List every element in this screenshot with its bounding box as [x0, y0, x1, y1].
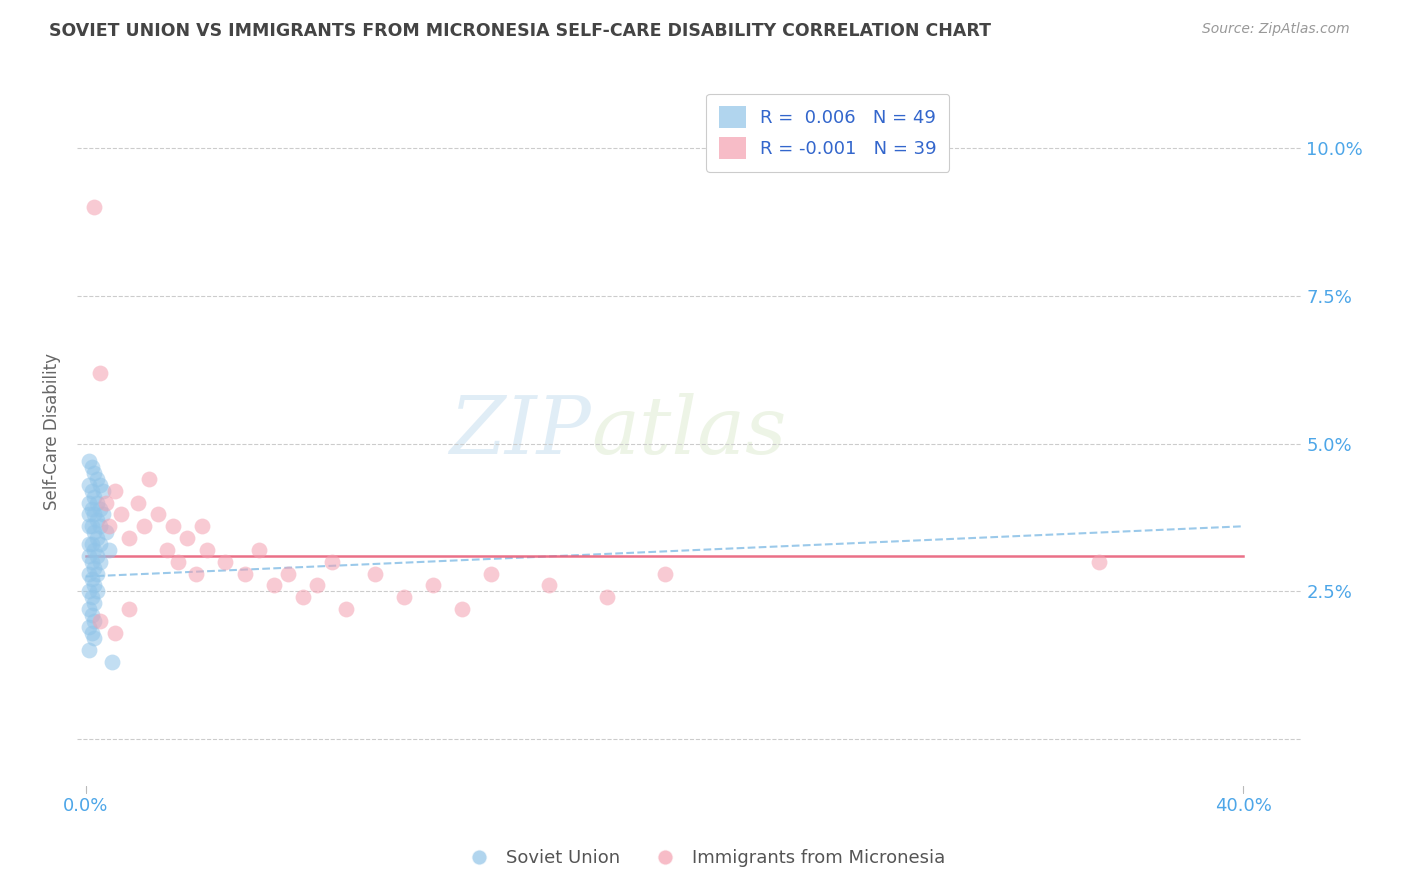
- Y-axis label: Self-Care Disability: Self-Care Disability: [44, 353, 60, 510]
- Point: [80, 590, 103, 604]
- Point: [77, 537, 100, 551]
- Point: [89, 478, 111, 492]
- Point: [190, 519, 212, 533]
- Point: [118, 602, 141, 616]
- Point: [80, 460, 103, 475]
- Point: [321, 555, 343, 569]
- Point: [83, 466, 105, 480]
- Point: [80, 573, 103, 587]
- Text: SOVIET UNION VS IMMIGRANTS FROM MICRONESIA SELF-CARE DISABILITY CORRELATION CHAR: SOVIET UNION VS IMMIGRANTS FROM MICRONES…: [49, 22, 991, 40]
- Point: [83, 560, 105, 574]
- Point: [537, 578, 560, 592]
- Point: [83, 490, 105, 504]
- Point: [291, 590, 314, 604]
- Point: [392, 590, 415, 604]
- Point: [654, 566, 676, 581]
- Point: [89, 537, 111, 551]
- Point: [80, 625, 103, 640]
- Point: [307, 578, 329, 592]
- Point: [195, 542, 218, 557]
- Point: [77, 584, 100, 599]
- Point: [162, 519, 184, 533]
- Point: [77, 508, 100, 522]
- Point: [77, 549, 100, 563]
- Point: [94, 496, 117, 510]
- Point: [89, 555, 111, 569]
- Point: [104, 483, 127, 498]
- Point: [263, 578, 285, 592]
- Point: [156, 542, 179, 557]
- Point: [77, 478, 100, 492]
- Point: [77, 620, 100, 634]
- Point: [89, 366, 111, 380]
- Point: [77, 602, 100, 616]
- Point: [80, 555, 103, 569]
- Point: [80, 537, 103, 551]
- Legend: Soviet Union, Immigrants from Micronesia: Soviet Union, Immigrants from Micronesia: [453, 842, 953, 874]
- Point: [83, 632, 105, 646]
- Point: [110, 508, 132, 522]
- Legend: R =  0.006   N = 49, R = -0.001   N = 39: R = 0.006 N = 49, R = -0.001 N = 39: [706, 94, 949, 172]
- Point: [335, 602, 357, 616]
- Point: [77, 519, 100, 533]
- Point: [91, 508, 114, 522]
- Point: [479, 566, 502, 581]
- Point: [596, 590, 619, 604]
- Point: [86, 513, 108, 527]
- Point: [77, 454, 100, 468]
- Point: [1087, 555, 1109, 569]
- Point: [101, 655, 124, 669]
- Point: [89, 519, 111, 533]
- Point: [86, 496, 108, 510]
- Point: [83, 596, 105, 610]
- Point: [86, 566, 108, 581]
- Point: [83, 508, 105, 522]
- Point: [146, 508, 169, 522]
- Point: [83, 542, 105, 557]
- Point: [77, 496, 100, 510]
- Point: [86, 584, 108, 599]
- Point: [94, 525, 117, 540]
- Point: [214, 555, 236, 569]
- Point: [89, 614, 111, 628]
- Point: [233, 566, 256, 581]
- Text: Source: ZipAtlas.com: Source: ZipAtlas.com: [1202, 22, 1350, 37]
- Point: [86, 472, 108, 486]
- Point: [118, 531, 141, 545]
- Point: [132, 519, 155, 533]
- Point: [83, 525, 105, 540]
- Point: [80, 483, 103, 498]
- Point: [80, 607, 103, 622]
- Point: [97, 542, 120, 557]
- Point: [451, 602, 474, 616]
- Point: [176, 531, 198, 545]
- Point: [138, 472, 160, 486]
- Point: [127, 496, 149, 510]
- Point: [91, 483, 114, 498]
- Point: [80, 501, 103, 516]
- Point: [249, 542, 271, 557]
- Text: ZIP: ZIP: [450, 393, 592, 471]
- Point: [277, 566, 299, 581]
- Text: atlas: atlas: [592, 393, 786, 471]
- Point: [422, 578, 444, 592]
- Point: [86, 549, 108, 563]
- Point: [167, 555, 190, 569]
- Point: [97, 519, 120, 533]
- Point: [83, 614, 105, 628]
- Point: [184, 566, 207, 581]
- Point: [86, 531, 108, 545]
- Point: [77, 566, 100, 581]
- Point: [77, 643, 100, 657]
- Point: [80, 519, 103, 533]
- Point: [364, 566, 387, 581]
- Point: [104, 625, 127, 640]
- Point: [89, 501, 111, 516]
- Point: [83, 200, 105, 214]
- Point: [83, 578, 105, 592]
